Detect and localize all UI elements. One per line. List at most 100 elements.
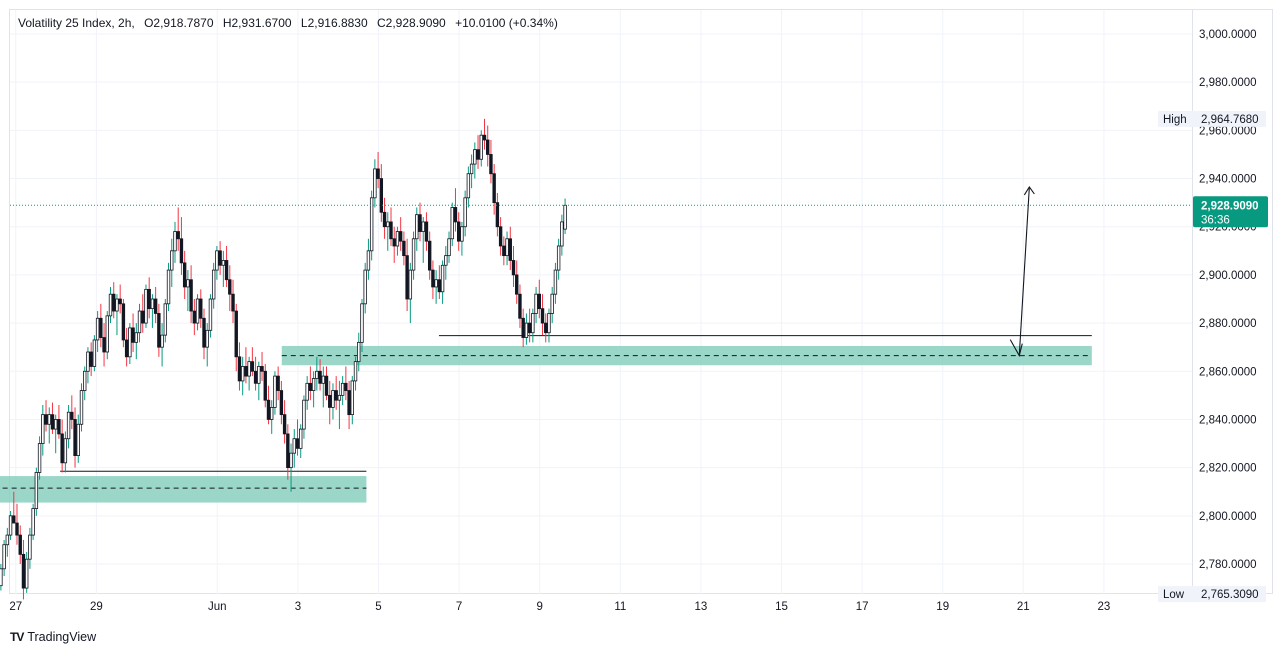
candle xyxy=(0,564,3,591)
candle-body xyxy=(415,214,419,240)
candle-body xyxy=(363,269,367,305)
candle-body xyxy=(166,269,171,305)
candle xyxy=(47,407,51,444)
candle-body xyxy=(215,250,219,271)
candle-body xyxy=(147,288,151,310)
candle-body xyxy=(492,173,496,204)
candle xyxy=(5,527,10,557)
y-tick-label: 2,820.0000 xyxy=(1199,463,1257,475)
candle xyxy=(153,286,158,324)
candle-body xyxy=(427,240,432,271)
last-price-countdown: 36:36 xyxy=(1201,214,1230,226)
candle-body xyxy=(66,411,71,440)
candle xyxy=(202,308,206,360)
projection-arrow xyxy=(1009,185,1035,358)
candle xyxy=(276,366,280,401)
candle-body xyxy=(83,370,87,391)
candle xyxy=(28,527,32,569)
candle-body xyxy=(205,329,209,348)
candle-body xyxy=(199,298,203,319)
candle xyxy=(86,347,90,384)
candle xyxy=(250,347,255,377)
candle-body xyxy=(28,534,32,560)
candle xyxy=(373,159,377,208)
candle-body xyxy=(337,394,342,401)
candle xyxy=(347,380,351,430)
candle-body xyxy=(53,419,58,430)
y-tick-label: 2,940.0000 xyxy=(1199,174,1257,186)
candle xyxy=(112,282,116,319)
candle-body xyxy=(21,553,26,589)
candle-body xyxy=(302,399,306,430)
time-axis[interactable]: 27 29 Jun 3 5 7 9 11 13 15 17 19 21 23 xyxy=(9,601,1110,613)
candle xyxy=(415,207,419,251)
candle-body xyxy=(560,221,564,247)
candle xyxy=(402,231,406,266)
price-axis[interactable]: 3,000.0000 2,980.0000 2,960.0000 2,940.0000… xyxy=(1199,29,1257,571)
candle-body xyxy=(250,361,255,372)
candle xyxy=(476,135,480,169)
tradingview-brand[interactable]: TV TradingView xyxy=(10,630,96,644)
candle-body xyxy=(131,327,135,343)
candle-body xyxy=(347,390,351,416)
candle xyxy=(266,385,271,425)
candle xyxy=(270,400,274,434)
candle-body xyxy=(31,508,35,536)
candle-body xyxy=(482,134,487,141)
candle xyxy=(218,241,222,275)
symbol-name[interactable]: Volatility 25 Index, 2h, xyxy=(18,16,135,30)
candle xyxy=(89,342,93,377)
candle-body xyxy=(328,394,332,408)
candle-body xyxy=(418,214,422,232)
candlestick-series xyxy=(0,118,567,600)
candle xyxy=(211,262,216,309)
candle-body xyxy=(311,378,316,391)
x-tick-label: 11 xyxy=(614,601,626,613)
candle xyxy=(456,212,461,251)
candle xyxy=(137,303,142,343)
candle-body xyxy=(331,390,335,408)
candle xyxy=(234,303,238,372)
candle xyxy=(473,142,477,179)
candle xyxy=(386,212,390,251)
candle-body xyxy=(518,293,522,319)
candle xyxy=(66,405,71,449)
candle xyxy=(379,164,384,222)
candle-body xyxy=(524,322,529,338)
candle xyxy=(221,250,226,287)
candle xyxy=(99,303,103,348)
candle-body xyxy=(531,313,535,334)
candle-body xyxy=(373,168,377,199)
low-label-value-bg xyxy=(1198,586,1266,603)
last-price-value: 2,928.9090 xyxy=(1201,200,1259,212)
candle xyxy=(121,299,126,348)
candle-body xyxy=(99,317,103,338)
candle-body xyxy=(189,279,193,312)
candle-body xyxy=(563,204,567,230)
candle-body xyxy=(170,250,174,271)
candle-body xyxy=(295,438,300,449)
candle xyxy=(240,356,245,396)
candle xyxy=(18,525,22,564)
candle-body xyxy=(141,310,145,324)
candle-body xyxy=(424,221,429,242)
candle-body xyxy=(282,414,287,435)
candle-body xyxy=(153,298,158,314)
candle-body xyxy=(469,163,474,175)
y-tick-label: 2,860.0000 xyxy=(1199,366,1257,378)
candle xyxy=(102,323,106,367)
candle-body xyxy=(456,221,461,242)
candle xyxy=(489,140,493,184)
candle xyxy=(408,262,413,324)
candle xyxy=(560,214,564,256)
candle-body xyxy=(318,370,322,384)
high-label-tag: High xyxy=(1163,114,1187,126)
candle-body xyxy=(276,375,280,391)
candle-body xyxy=(395,231,400,247)
candle xyxy=(34,467,39,516)
candle xyxy=(311,371,316,408)
candle-body xyxy=(218,250,222,266)
candle-body xyxy=(202,317,206,348)
candle-body xyxy=(463,197,467,228)
candle xyxy=(498,217,503,256)
